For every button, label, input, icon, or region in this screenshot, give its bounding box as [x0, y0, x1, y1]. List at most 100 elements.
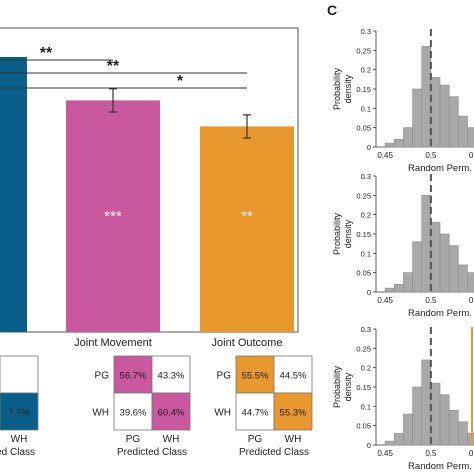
- bar-1: [66, 100, 160, 332]
- hist-1-bar-5: [430, 222, 441, 293]
- hist-0-ytick-label: 0.1: [361, 104, 371, 113]
- cm-1-xlabel: Predicted Class: [0, 447, 35, 458]
- cm-2-row-label-0: PG: [95, 371, 110, 382]
- cm-3-row-label-0: PG: [217, 371, 232, 382]
- hist-2-xtick-label: 0.55: [469, 449, 474, 458]
- hist-0-bar-0: [384, 142, 395, 148]
- hist-2-bar-5: [430, 382, 441, 446]
- cm-2-col-label-0: PG: [126, 434, 141, 445]
- hist-0-bar-7: [448, 96, 459, 148]
- hist-2-xtick-label: 0.5: [425, 449, 437, 458]
- hist-1-bar-3: [412, 241, 423, 293]
- hist-0-bar-3: [412, 88, 423, 148]
- hist-2-ytick-label: 0: [367, 441, 371, 450]
- bar-annotation-2: **: [241, 208, 253, 225]
- hist-1-ylabel-line1: Probability: [332, 212, 342, 255]
- cm-3-col-label-1: WH: [285, 434, 302, 445]
- cm-2-xlabel: Predicted Class: [117, 447, 187, 458]
- hist-2-bar-4: [421, 359, 432, 446]
- hist-1-xlabel: Random Perm.: [408, 308, 472, 319]
- cm-1-value-1-1: 7.7%: [8, 408, 30, 419]
- cm-2-cell-0-1: [151, 355, 191, 394]
- cm-3-row-label-1: WH: [214, 408, 231, 419]
- cm-3-cell-1-0: [235, 392, 275, 431]
- hist-2-ytick-label: 0.3: [361, 325, 371, 334]
- hist-2-bar-7: [448, 409, 459, 446]
- hist-1-bar-9: [467, 272, 474, 293]
- cm-3-value-1-1: 55.3%: [280, 408, 307, 419]
- hist-1-ytick-label: 0.2: [361, 211, 371, 220]
- cm-2-value-0-1: 43.3%: [158, 371, 185, 382]
- cm-3-value-0-0: 55.5%: [242, 371, 269, 382]
- category-label-1: Joint Movement: [74, 337, 152, 349]
- category-label-2: Joint Outcome: [212, 337, 283, 349]
- hist-1-ytick-label: 0.05: [356, 269, 371, 278]
- significance-label-2: *: [177, 73, 184, 90]
- hist-1-bar-7: [448, 245, 459, 293]
- hist-0-ytick-label: 0: [367, 143, 371, 152]
- hist-1-bar-0: [384, 287, 395, 293]
- hist-0-xtick-label: 0.45: [377, 151, 393, 160]
- cm-2-row-label-1: WH: [92, 408, 109, 419]
- hist-0-ytick-label: 0.25: [356, 46, 371, 55]
- cm-1-cell-1-1: [0, 392, 39, 431]
- cm-2-cell-0-0: [113, 355, 153, 394]
- cm-3-cell-0-1: [273, 355, 313, 394]
- hist-1-xtick-label: 0.5: [425, 296, 437, 305]
- hist-1-xtick-label: 0.55: [469, 296, 474, 305]
- cm-2-value-1-1: 60.4%: [158, 408, 185, 419]
- cm-2-cell-1-0: [113, 392, 153, 431]
- hist-1-bar-8: [458, 264, 468, 293]
- panel-c-label: C: [327, 2, 337, 18]
- hist-1-ytick-label: 0: [367, 288, 371, 297]
- cm-3-xlabel: Predicted Class: [239, 447, 309, 458]
- hist-1-bar-1: [393, 283, 404, 293]
- hist-2-bar-9: [467, 433, 474, 446]
- hist-2-ytick-label: 0.05: [356, 422, 371, 431]
- cm-2-cell-1-1: [151, 392, 191, 431]
- cm-2-value-0-0: 56.7%: [120, 371, 147, 382]
- cm-3-col-label-0: PG: [248, 434, 263, 445]
- cm-3-value-0-1: 44.5%: [280, 371, 307, 382]
- hist-0-bar-4: [421, 46, 432, 148]
- hist-0-xtick-label: 0.55: [469, 151, 474, 160]
- hist-1-bar-6: [439, 233, 450, 293]
- hist-0-bar-5: [430, 77, 441, 148]
- hist-0-bar-2: [403, 127, 413, 148]
- hist-0-bar-9: [467, 127, 474, 148]
- hist-0-ytick-label: 0.15: [356, 85, 371, 94]
- bar-2: [200, 126, 294, 332]
- hist-2-xtick-label: 0.45: [377, 449, 393, 458]
- hist-2-bar-8: [458, 421, 468, 446]
- hist-2-bar-0: [384, 440, 395, 446]
- hist-2-ylabel-line1: Probability: [332, 365, 342, 408]
- hist-1-ytick-label: 0.3: [361, 172, 371, 181]
- hist-0-ytick-label: 0.05: [356, 124, 371, 133]
- hist-1-bar-4: [421, 195, 432, 293]
- hist-1-xtick-label: 0.45: [377, 296, 393, 305]
- cm-1-cell-0-1: [0, 355, 39, 394]
- cm-3-cell-1-1: [273, 392, 313, 431]
- bar-0: [0, 56, 27, 332]
- hist-0-ylabel-line1: Probability: [332, 67, 342, 110]
- hist-0-bar-6: [439, 84, 450, 148]
- cm-2-col-label-1: WH: [163, 434, 180, 445]
- hist-2-bar-1: [393, 433, 404, 446]
- hist-0-bar-1: [393, 138, 404, 148]
- hist-1-bar-2: [403, 272, 413, 293]
- cm-2-value-1-0: 39.6%: [120, 408, 147, 419]
- bar-annotation-1: ***: [104, 208, 122, 225]
- hist-1-ytick-label: 0.15: [356, 230, 371, 239]
- permutation-histograms: 0 0.05 0.1 0.15 0.2 0.25 0.3 0.45 0.5 0.55 Probabi…: [332, 27, 474, 472]
- hist-0-bar-8: [458, 115, 468, 148]
- significance-label-0: **: [40, 45, 53, 62]
- bar-chart: ***Joint Movement**Joint Outcome*****: [0, 27, 299, 349]
- hist-1-ytick-label: 0.25: [356, 191, 371, 200]
- hist-2-ytick-label: 0.1: [361, 402, 371, 411]
- hist-2-ytick-label: 0.2: [361, 364, 371, 373]
- hist-2-bar-6: [439, 394, 450, 446]
- hist-0-xlabel: Random Perm.: [408, 163, 472, 174]
- hist-1-ytick-label: 0.1: [361, 249, 371, 258]
- confusion-matrices: 6.8%7.7%WHWHPredicted Class56.7%43.3%PG3…: [0, 355, 313, 458]
